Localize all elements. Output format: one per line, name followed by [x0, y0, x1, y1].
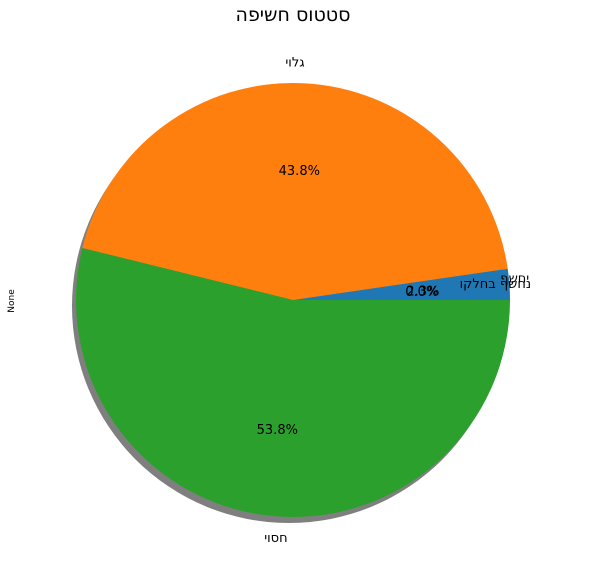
pie-slices [76, 83, 511, 518]
pie-percent-label: 0.0% [405, 285, 438, 300]
pie-slice [82, 83, 508, 301]
pie-category-label: גלוי [285, 56, 304, 71]
chart-title: סטטוס חשיפה [236, 4, 351, 26]
pie-category-label: יחשף [500, 272, 529, 287]
pie-slice [76, 247, 511, 518]
pie-labels: 2.3% נחשף בחלקו 0.0% יחשף 43.8% גלוי 53.8% חסוי [257, 56, 531, 546]
y-axis-label: None [7, 289, 17, 313]
pie-percent-label: 2.3% [406, 285, 439, 300]
pie-category-label: חסוי [264, 531, 287, 546]
pie-percent-label: 53.8% [257, 423, 298, 438]
pie-percent-label: 43.8% [279, 164, 320, 179]
pie-slice [293, 268, 510, 300]
pie-category-label: נחשף בחלקו [460, 277, 532, 292]
